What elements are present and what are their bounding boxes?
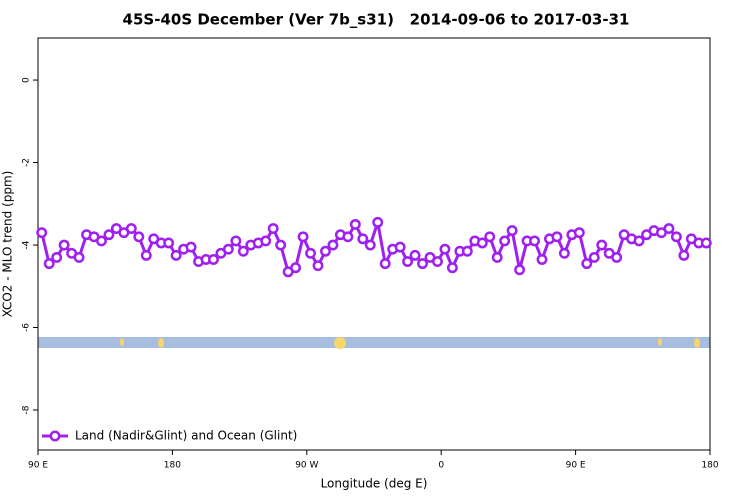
point: [394, 241, 406, 253]
point: [596, 239, 608, 251]
point: [349, 218, 361, 230]
point: [297, 231, 309, 243]
point: [342, 231, 354, 243]
point: [208, 254, 219, 265]
point: [558, 247, 570, 259]
point: [476, 237, 488, 249]
chart-title: 45S-40S December (Ver 7b_s31) 2014-09-06…: [123, 11, 630, 29]
point: [222, 243, 234, 255]
point: [125, 223, 137, 234]
point: [275, 239, 287, 251]
point: [409, 249, 421, 261]
point: [417, 258, 428, 270]
point: [402, 256, 414, 267]
point: [581, 258, 593, 270]
point: [43, 258, 55, 270]
x-tick-label: 180: [701, 461, 718, 471]
y-tick-label: -6: [22, 323, 32, 332]
x-tick-label: 90 E: [28, 461, 48, 471]
point: [551, 231, 563, 243]
x-tick-label: 180: [164, 461, 181, 471]
x-tick-label: 0: [438, 461, 444, 471]
point: [663, 223, 675, 234]
point: [103, 229, 115, 241]
x-tick-label: 90 W: [295, 461, 318, 471]
point: [491, 251, 503, 263]
point: [670, 231, 682, 243]
point: [432, 256, 443, 267]
y-axis-label: XCO2 - MLO trend (ppm): [1, 171, 15, 318]
point: [700, 237, 712, 249]
point: [372, 216, 384, 228]
point: [320, 245, 331, 257]
y-tick-label: -8: [22, 405, 32, 414]
point: [170, 249, 182, 261]
x-tick-label: 90 E: [566, 461, 586, 471]
y-tick-label: -2: [22, 158, 32, 167]
surface-band: [38, 337, 710, 349]
legend-marker: [49, 430, 61, 442]
point: [133, 231, 145, 243]
point: [506, 225, 518, 237]
point: [73, 251, 85, 263]
point: [58, 239, 70, 251]
y-tick-label: 0: [22, 77, 32, 83]
point: [357, 233, 369, 245]
point: [260, 235, 272, 247]
point: [461, 245, 473, 257]
point: [96, 235, 107, 247]
point: [514, 264, 526, 276]
point: [327, 239, 339, 251]
point: [499, 235, 511, 247]
point: [678, 249, 690, 261]
x-axis-label: Longitude (deg E): [321, 477, 428, 491]
point: [36, 227, 48, 239]
point: [633, 235, 645, 247]
point: [588, 251, 600, 263]
point: [305, 247, 316, 259]
y-tick-label: -4: [22, 240, 32, 249]
point: [163, 237, 175, 249]
point: [185, 241, 197, 253]
point: [529, 235, 540, 247]
point: [379, 258, 391, 270]
legend-label: Land (Nadir&Glint) and Ocean (Glint): [75, 429, 297, 443]
point: [140, 249, 152, 261]
point: [312, 260, 324, 272]
point: [611, 251, 623, 263]
point: [364, 239, 376, 251]
point: [290, 262, 302, 274]
point: [51, 251, 63, 263]
point: [536, 254, 548, 265]
point: [439, 243, 451, 255]
point: [267, 223, 279, 234]
point: [446, 262, 458, 274]
point: [484, 231, 496, 243]
point: [230, 235, 242, 247]
point: [573, 227, 585, 239]
point: [237, 245, 249, 257]
